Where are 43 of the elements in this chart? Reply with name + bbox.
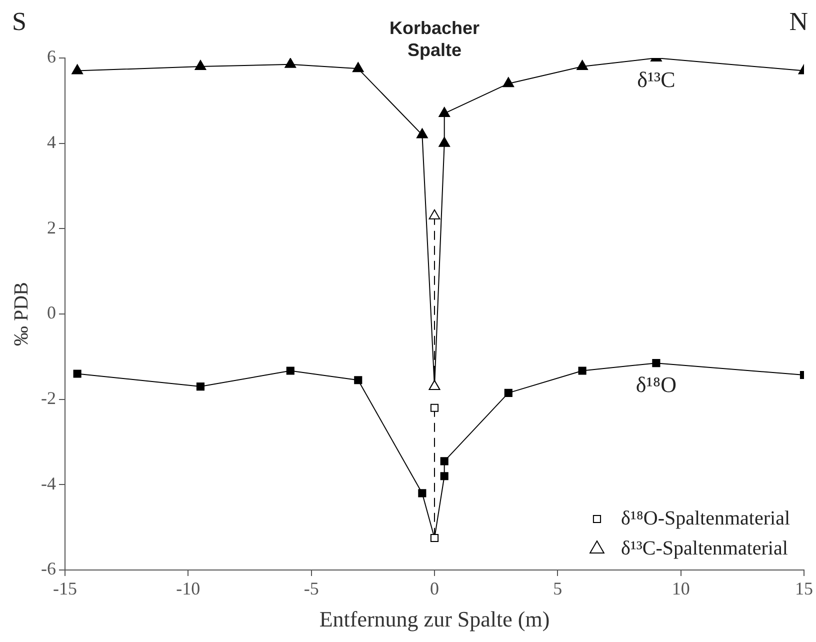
point [418,489,426,498]
point [652,359,660,368]
point [504,388,512,397]
x-axis-title: Entfernung zur Spalte (m) [319,606,550,632]
x-tick-label: 10 [672,578,690,599]
series-label: δ¹³C [637,66,676,92]
point [438,136,450,147]
y-tick-label: 6 [46,46,56,67]
y-tick-label: 0 [46,302,56,323]
point [194,60,206,70]
y-axis-title: ‰ PDB [10,282,32,346]
y-tick-label: -4 [40,473,56,494]
legend-label: δ¹⁸O-Spaltenmaterial [620,507,790,530]
point [578,366,586,375]
series-label: δ¹⁸O [636,372,676,397]
point [72,64,84,74]
point [438,106,450,117]
x-tick-label: 15 [795,578,813,599]
y-tick-label: 4 [46,132,56,152]
x-tick-label: 0 [430,578,439,599]
point [502,77,514,88]
point [286,366,294,375]
point [196,382,205,391]
point [352,62,364,72]
point [354,376,362,384]
point [284,58,296,68]
text: N [789,6,808,36]
point [576,60,588,70]
y-tick-label: -6 [40,558,56,579]
point [430,404,439,412]
y-tick-label: 2 [46,217,56,238]
x-tick-label: 5 [553,578,562,599]
x-tick-label: -15 [52,578,77,599]
x-tick-label: -5 [304,578,319,599]
legend-label: δ¹³C-Spaltenmaterial [620,537,788,560]
text: S [12,6,26,36]
point [440,472,448,480]
point [416,128,428,138]
y-tick-label: -2 [40,388,56,408]
annotation: Korbacher Spalte [389,18,480,60]
point [73,370,82,378]
x-tick-label: -10 [176,578,200,599]
point [440,457,448,466]
